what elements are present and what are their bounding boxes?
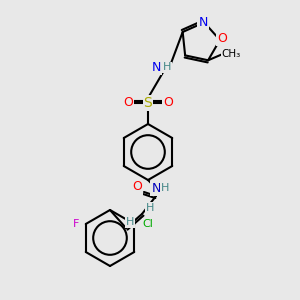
Text: H: H [146,203,154,213]
Text: F: F [73,219,79,229]
Text: S: S [144,96,152,110]
Text: H: H [126,217,134,227]
Text: O: O [217,32,227,45]
Text: O: O [123,97,133,110]
Text: CH₃: CH₃ [221,49,241,59]
Text: N: N [152,61,161,74]
Text: O: O [163,97,173,110]
Text: H: H [163,62,171,73]
Text: Cl: Cl [143,219,154,229]
Text: N: N [199,16,208,29]
Text: O: O [132,181,142,194]
Text: H: H [161,183,169,193]
Text: N: N [151,182,161,194]
